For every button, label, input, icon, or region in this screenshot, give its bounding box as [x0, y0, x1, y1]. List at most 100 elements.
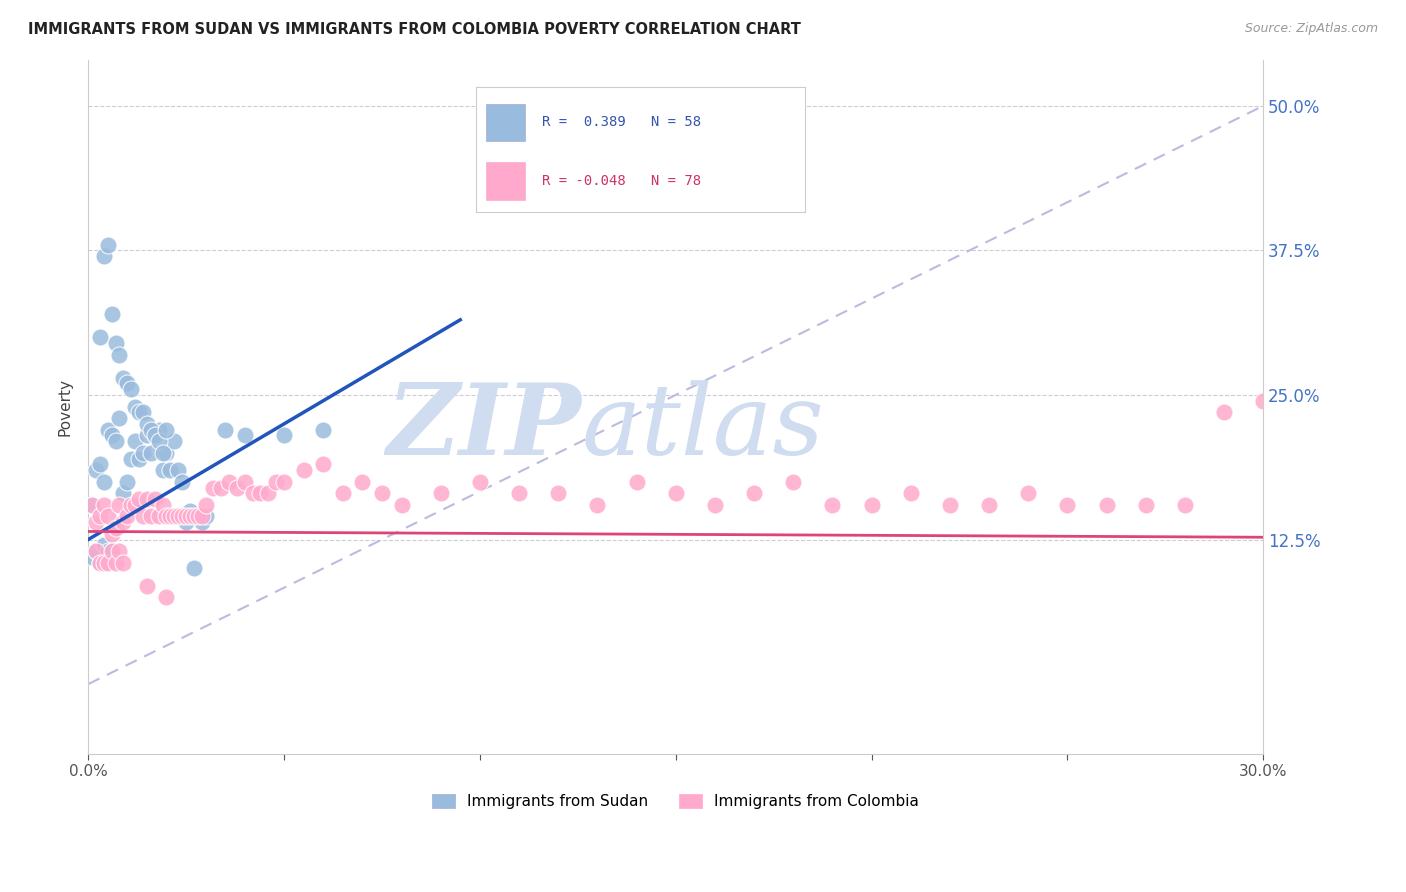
Point [143, 428, 166, 442]
Point [155, 423, 177, 437]
Point [135, 492, 157, 507]
Point [93, 538, 115, 552]
Point [100, 307, 122, 321]
Point [104, 556, 127, 570]
Point [233, 475, 256, 489]
Point [155, 446, 177, 460]
Point [112, 486, 135, 500]
Point [117, 475, 139, 489]
Point [139, 423, 162, 437]
Point [226, 481, 249, 495]
Point [703, 498, 725, 512]
Point [120, 498, 142, 512]
Point [152, 498, 174, 512]
Point [93, 498, 115, 512]
Point [84, 544, 107, 558]
Point [93, 475, 115, 489]
Point [547, 486, 569, 500]
Point [135, 579, 157, 593]
Point [112, 515, 135, 529]
Point [194, 509, 217, 524]
Point [148, 434, 170, 449]
Point [139, 446, 162, 460]
Point [117, 509, 139, 524]
Legend: Immigrants from Sudan, Immigrants from Colombia: Immigrants from Sudan, Immigrants from C… [426, 788, 925, 815]
Point [89, 556, 111, 570]
Point [128, 405, 150, 419]
Point [104, 434, 127, 449]
Point [242, 486, 264, 500]
Point [187, 509, 209, 524]
Point [104, 335, 127, 350]
Point [84, 463, 107, 477]
Point [1213, 405, 1236, 419]
Point [100, 544, 122, 558]
Point [159, 509, 181, 524]
Point [132, 446, 155, 460]
Point [218, 475, 240, 489]
Point [132, 405, 155, 419]
Point [172, 509, 194, 524]
Point [93, 249, 115, 263]
Point [80, 498, 103, 512]
Point [148, 423, 170, 437]
Point [508, 486, 530, 500]
Text: ZIP: ZIP [387, 379, 582, 475]
Point [84, 515, 107, 529]
Text: IMMIGRANTS FROM SUDAN VS IMMIGRANTS FROM COLOMBIA POVERTY CORRELATION CHART: IMMIGRANTS FROM SUDAN VS IMMIGRANTS FROM… [28, 22, 801, 37]
Point [120, 382, 142, 396]
Point [117, 376, 139, 391]
Point [97, 544, 120, 558]
Point [179, 503, 201, 517]
Point [143, 428, 166, 442]
Point [1251, 393, 1274, 408]
Point [586, 498, 609, 512]
Point [468, 475, 491, 489]
Point [167, 509, 190, 524]
Point [80, 498, 103, 512]
Point [89, 458, 111, 472]
Point [190, 509, 212, 524]
Point [264, 475, 287, 489]
Point [128, 451, 150, 466]
Point [100, 526, 122, 541]
Point [352, 475, 374, 489]
Point [312, 423, 335, 437]
Point [249, 486, 271, 500]
Point [93, 556, 115, 570]
Point [97, 556, 120, 570]
Point [257, 486, 280, 500]
Point [939, 498, 962, 512]
Point [179, 509, 201, 524]
Point [167, 463, 190, 477]
Point [132, 509, 155, 524]
Point [108, 347, 131, 361]
Point [128, 492, 150, 507]
Point [665, 486, 688, 500]
Point [97, 509, 120, 524]
Point [108, 498, 131, 512]
Point [143, 492, 166, 507]
Point [84, 544, 107, 558]
Point [112, 556, 135, 570]
Point [139, 509, 162, 524]
Point [124, 400, 146, 414]
Point [108, 544, 131, 558]
Point [80, 549, 103, 564]
Point [89, 556, 111, 570]
Text: atlas: atlas [582, 380, 824, 475]
Point [120, 451, 142, 466]
Point [152, 463, 174, 477]
Text: Source: ZipAtlas.com: Source: ZipAtlas.com [1244, 22, 1378, 36]
Point [1135, 498, 1157, 512]
Point [626, 475, 648, 489]
Point [391, 498, 413, 512]
Point [163, 434, 186, 449]
Point [1017, 486, 1039, 500]
Point [135, 417, 157, 431]
Point [1095, 498, 1118, 512]
Point [202, 481, 225, 495]
Point [273, 475, 295, 489]
Point [100, 544, 122, 558]
Point [1056, 498, 1078, 512]
